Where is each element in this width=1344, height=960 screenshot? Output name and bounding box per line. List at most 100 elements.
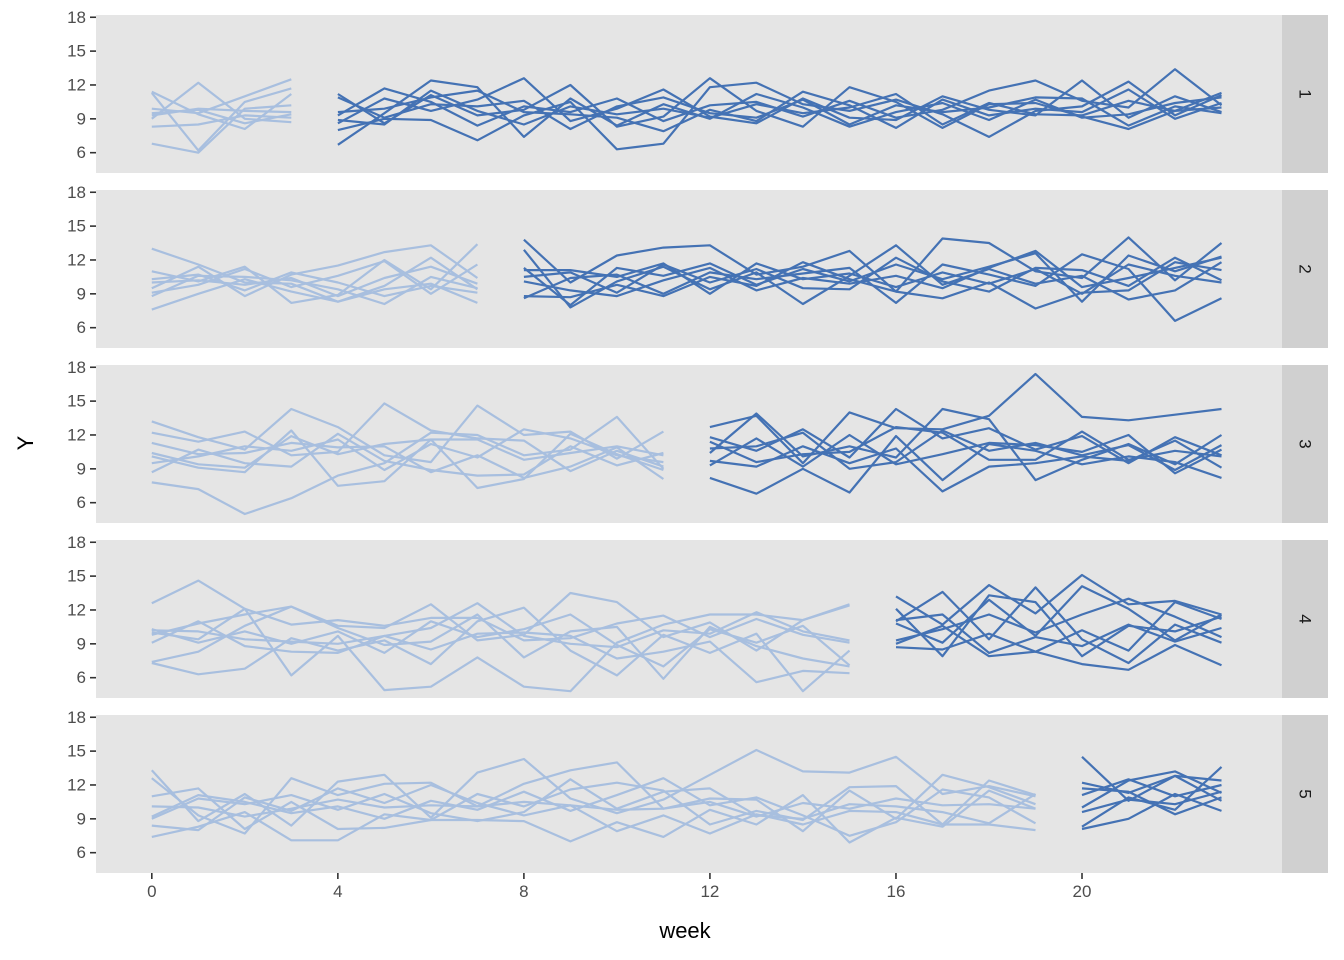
series-line-after [895,624,1222,671]
facet-panel-2: 2 6 9 12 15 18 [67,183,1328,348]
y-tick-label: 18 [67,708,86,727]
series-line-before [151,402,664,473]
y-tick-label: 9 [77,459,86,478]
series-line-after [337,77,1222,125]
series-line-after [337,89,1222,126]
facet-strip-label: 2 [1296,264,1315,273]
series-line-after [1081,787,1222,816]
y-tick-label: 12 [67,775,86,794]
y-tick-label: 18 [67,358,86,377]
facet-strip [1282,540,1328,698]
y-tick-label: 9 [77,634,86,653]
series-line-before [151,104,292,154]
series-line-before [151,789,1036,844]
x-axis-title: week [658,918,711,943]
facet-panel-1: 1 6 9 12 15 18 [67,8,1328,173]
series-line-before [151,274,478,306]
y-tick-label: 6 [77,668,86,687]
series-line-before [151,114,292,128]
x-tick-label: 8 [519,882,528,901]
series-line-before [151,415,665,516]
series-line-before [150,87,292,152]
series-line-after [523,244,1223,309]
series-line-before [151,81,292,124]
series-line-after [895,613,1222,655]
facet-panel-5: 5 6 9 12 15 18 [67,708,1328,873]
series-line-before [151,244,479,298]
series-line-after [895,585,1223,644]
series-line-after [1081,778,1222,798]
series-line-before [151,761,1036,835]
facet-strip-label: 1 [1296,89,1315,98]
y-tick-label: 15 [67,42,86,61]
panel-background [96,15,1282,173]
series-line-before [151,579,850,693]
y-tick-label: 6 [77,318,86,337]
facet-strip-label: 5 [1296,789,1315,798]
series-line-after [895,597,1222,642]
series-line-after [709,433,1222,475]
series-line-before [151,778,1037,825]
x-tick-label: 4 [333,882,342,901]
series-line-after [337,80,1222,151]
y-tick-label: 15 [67,567,86,586]
series-line-before [150,748,1036,827]
series-line-after [523,262,1222,295]
y-tick-label: 9 [77,109,86,128]
series-line-before [151,429,664,490]
y-tick-label: 12 [67,250,86,269]
y-tick-label: 9 [77,284,86,303]
series-line-before [151,607,850,644]
series-line-before [151,247,479,303]
series-line-before [151,107,292,117]
x-axis: 0 4 8 12 16 20 [147,873,1091,901]
series-line-before [151,260,478,295]
series-line-after [337,88,1222,133]
facet-strip [1282,365,1328,523]
series-line-after [1081,792,1222,831]
y-tick-label: 12 [67,600,86,619]
series-line-after [709,426,1222,464]
series-line-before [151,602,850,655]
facet-panel-3: 3 6 9 12 15 18 [67,358,1328,523]
x-tick-label: 16 [887,882,906,901]
series-line-before [151,606,851,693]
facet-strip [1282,715,1328,873]
y-tick-label: 9 [77,809,86,828]
y-axis-title: Y [13,435,38,450]
facet-panels: 1 6 9 12 15 18 2 6 9 12 15 18 3 6 9 12 15 18 4 6 9 12 15 18 5 6 9 1… [67,8,1328,873]
y-tick-label: 12 [67,425,86,444]
y-tick-label: 15 [67,392,86,411]
x-tick-label: 20 [1073,882,1092,901]
x-tick-label: 12 [700,882,719,901]
series-line-after [523,236,1223,293]
series-line-after [895,594,1222,658]
series-line-before [151,777,1037,837]
y-tick-label: 15 [67,217,86,236]
y-tick-label: 6 [77,493,86,512]
series-line-before [151,435,664,469]
series-line-before [151,265,478,298]
y-tick-label: 18 [67,533,86,552]
facet-panel-4: 4 6 9 12 15 18 [67,533,1328,698]
series-line-before [151,428,664,472]
series-line-before [151,797,1036,818]
y-tick-label: 6 [77,143,86,162]
facet-strip [1282,190,1328,348]
series-line-before [151,278,478,311]
series-line-before [151,629,850,684]
x-tick-label: 0 [147,882,156,901]
y-tick-label: 15 [67,742,86,761]
facet-strip-label: 3 [1296,439,1315,448]
series-line-before [151,432,664,477]
y-tick-label: 6 [77,843,86,862]
y-tick-label: 18 [67,183,86,202]
facet-strip [1282,15,1328,173]
series-line-after [1081,770,1222,809]
facet-strip-label: 4 [1296,614,1315,623]
y-tick-label: 18 [67,8,86,27]
series-line-after [523,261,1222,310]
series-line-after [895,573,1222,626]
series-line-after [709,429,1223,472]
